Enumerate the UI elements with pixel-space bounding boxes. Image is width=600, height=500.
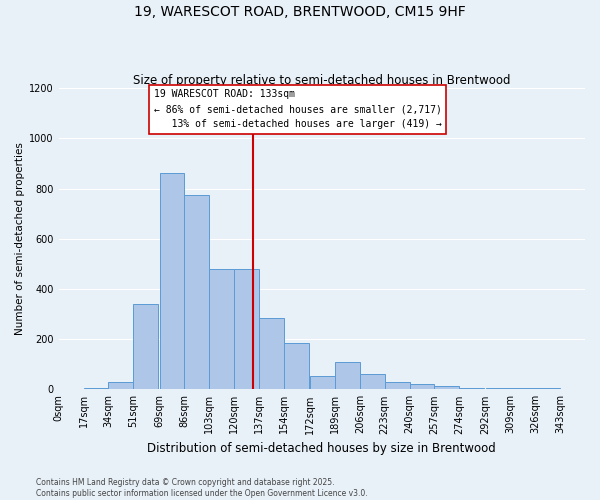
Text: 19 WARESCOT ROAD: 133sqm
← 86% of semi-detached houses are smaller (2,717)
   13: 19 WARESCOT ROAD: 133sqm ← 86% of semi-d… [154, 90, 442, 129]
Bar [310, 376, 335, 390]
Bar [535, 388, 560, 390]
Bar [184, 195, 209, 390]
Bar [259, 318, 284, 390]
Bar [335, 362, 360, 390]
Bar [511, 388, 535, 390]
Bar [434, 386, 459, 390]
Bar [385, 382, 410, 390]
Bar [234, 269, 259, 390]
Bar [133, 304, 158, 390]
X-axis label: Distribution of semi-detached houses by size in Brentwood: Distribution of semi-detached houses by … [148, 442, 496, 455]
Y-axis label: Number of semi-detached properties: Number of semi-detached properties [15, 142, 25, 335]
Bar [284, 343, 308, 390]
Bar [459, 388, 484, 390]
Text: Contains HM Land Registry data © Crown copyright and database right 2025.
Contai: Contains HM Land Registry data © Crown c… [36, 478, 368, 498]
Bar [109, 382, 133, 390]
Title: Size of property relative to semi-detached houses in Brentwood: Size of property relative to semi-detach… [133, 74, 511, 87]
Bar [360, 374, 385, 390]
Bar [160, 174, 184, 390]
Bar [410, 384, 434, 390]
Text: 19, WARESCOT ROAD, BRENTWOOD, CM15 9HF: 19, WARESCOT ROAD, BRENTWOOD, CM15 9HF [134, 5, 466, 19]
Bar [209, 269, 234, 390]
Bar [83, 388, 109, 390]
Bar [485, 388, 511, 390]
